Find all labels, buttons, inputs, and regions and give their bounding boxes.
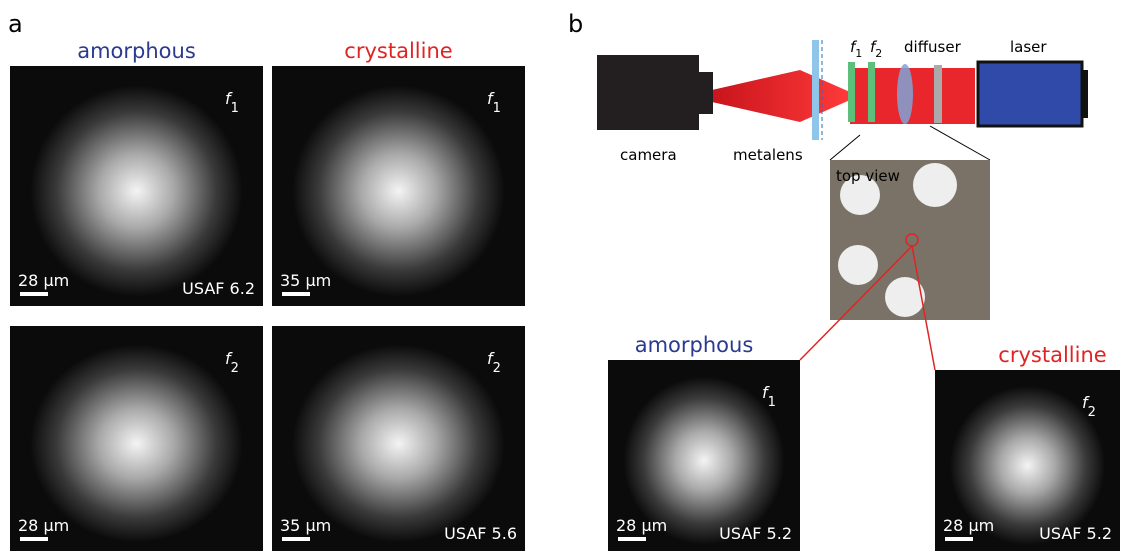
target-label: USAF 5.2 <box>719 524 792 543</box>
figure: a b f1 f2 diffuser laser camera metalens… <box>0 0 1125 551</box>
focus-index: 1 <box>768 395 776 410</box>
setup-label: f1 <box>850 38 862 60</box>
focus-index: 1 <box>493 101 501 116</box>
image-title: crystalline <box>998 343 1106 367</box>
focus-index: 1 <box>231 101 239 116</box>
micrograph-spot <box>30 85 243 296</box>
micrograph-spot <box>30 345 243 543</box>
setup-label: laser <box>1010 38 1047 56</box>
target-label: USAF 6.2 <box>182 279 255 298</box>
scale-bar <box>20 537 48 541</box>
focus-index: 2 <box>493 361 501 376</box>
scale-bar-label: 28 μm <box>18 271 69 290</box>
scale-bar <box>20 292 48 296</box>
target-label: USAF 5.2 <box>1039 524 1112 543</box>
focus-index: 2 <box>231 361 239 376</box>
scale-bar <box>618 537 646 541</box>
scale-bar-label: 35 μm <box>280 271 331 290</box>
column-title: amorphous <box>77 39 196 63</box>
setup-label: diffuser <box>904 38 962 56</box>
setup <box>597 40 1088 370</box>
focus-index: 2 <box>1088 405 1096 420</box>
setup-label: camera <box>620 146 677 164</box>
setup-label: top view <box>836 167 900 185</box>
scale-bar <box>282 292 310 296</box>
setup-label: metalens <box>733 146 803 164</box>
micrograph-spot <box>292 345 505 543</box>
setup-label: f2 <box>870 38 882 60</box>
column-title: crystalline <box>344 39 452 63</box>
scale-bar <box>945 537 973 541</box>
image-title: amorphous <box>635 333 754 357</box>
scale-bar-label: 28 μm <box>616 516 667 535</box>
scale-bar-label: 28 μm <box>943 516 994 535</box>
target-label: USAF 5.6 <box>444 524 517 543</box>
scale-bar-label: 28 μm <box>18 516 69 535</box>
scale-bar <box>282 537 310 541</box>
panel-label: b <box>568 10 583 38</box>
panel-label: a <box>8 10 23 38</box>
micrograph-spot <box>292 85 505 296</box>
scale-bar-label: 35 μm <box>280 516 331 535</box>
